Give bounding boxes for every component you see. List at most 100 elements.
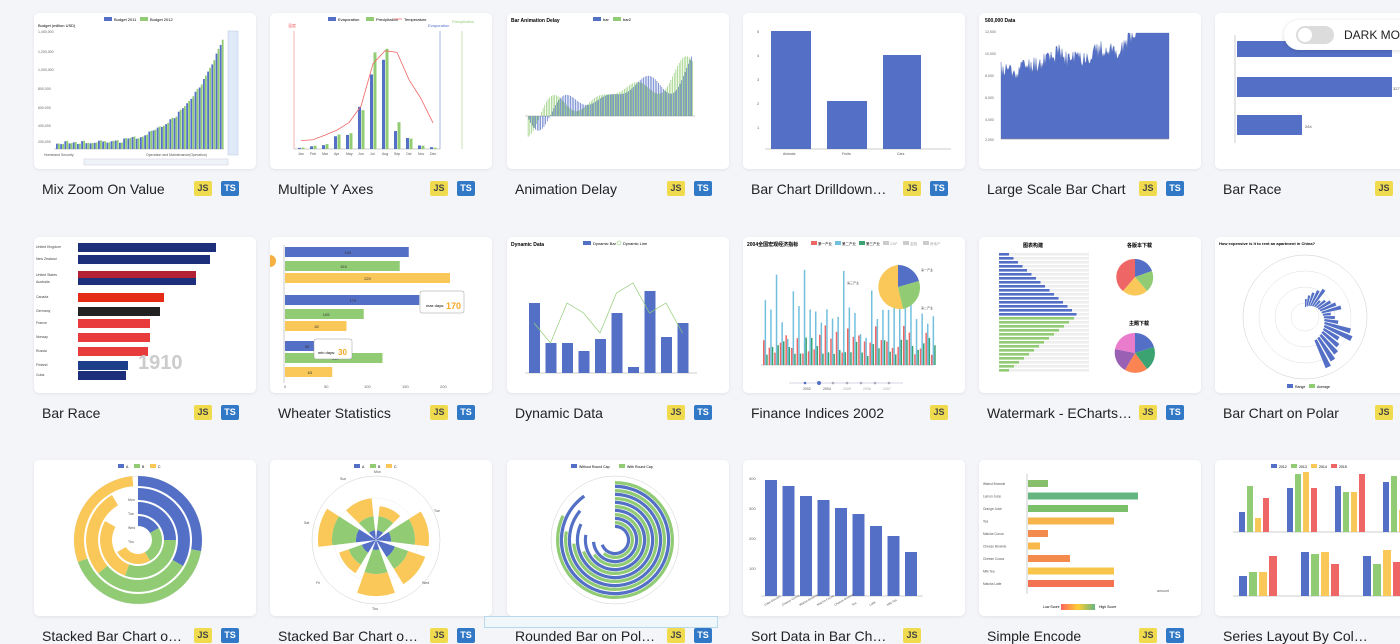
- chart-thumbnail[interactable]: 2004全国宏观经济指标 第一产业 第二产业 第三产业 GDP 金融 房地产 第…: [743, 237, 965, 393]
- chart-mark: [85, 143, 87, 149]
- chart-mark: [199, 87, 201, 149]
- ts-badge[interactable]: TS: [457, 181, 475, 196]
- chart-thumbnail[interactable]: Budget 2011 Budget 2012 Budget (million …: [34, 13, 256, 169]
- js-badge[interactable]: JS: [1139, 181, 1157, 196]
- bar-cars[interactable]: [883, 55, 921, 149]
- chart-mark: [560, 98, 561, 116]
- ts-badge[interactable]: TS: [1166, 405, 1184, 420]
- dark-mode-toggle[interactable]: DARK MOD: [1284, 20, 1400, 50]
- example-title[interactable]: Dynamic Data: [515, 405, 665, 421]
- chart-thumbnail[interactable]: 165153220179105825513063 max days: 170 m…: [270, 237, 492, 393]
- x-zoom-slider[interactable]: [84, 159, 228, 165]
- chart-mark: 55: [305, 344, 310, 349]
- chart-thumbnail[interactable]: 2012 2013 2014 2015: [1215, 460, 1400, 616]
- example-title[interactable]: Stacked Bar Chart o…: [42, 628, 192, 644]
- svg-text:50: 50: [324, 384, 329, 389]
- example-title[interactable]: Series Layout By Col…: [1223, 628, 1373, 644]
- js-badge[interactable]: JS: [667, 628, 685, 643]
- js-badge[interactable]: JS: [430, 181, 448, 196]
- chart-thumbnail[interactable]: Evaporation Precipitation Temperature 温度…: [270, 13, 492, 169]
- chart-thumbnail[interactable]: A B C Mon Tue Wed Thu Fri Sat Sun: [270, 460, 492, 616]
- chart-mark: [1311, 554, 1319, 596]
- js-badge[interactable]: JS: [1375, 405, 1393, 420]
- chart-mark: [591, 101, 592, 116]
- js-badge[interactable]: JS: [194, 181, 212, 196]
- svg-text:各版本下载: 各版本下载: [1126, 242, 1152, 249]
- chart-mark: [659, 94, 660, 116]
- ts-badge[interactable]: TS: [221, 181, 239, 196]
- js-badge[interactable]: JS: [430, 405, 448, 420]
- js-badge[interactable]: JS: [1375, 181, 1393, 196]
- chart-mark: [808, 351, 810, 365]
- chart-thumbnail[interactable]: How expensive is it to rent an apartment…: [1215, 237, 1400, 393]
- example-title[interactable]: Wheater Statistics: [278, 405, 428, 421]
- example-title[interactable]: Rounded Bar on Pol…: [515, 628, 665, 644]
- example-title[interactable]: Bar Chart on Polar: [1223, 405, 1373, 421]
- js-badge[interactable]: JS: [930, 405, 948, 420]
- chart-mark: [999, 253, 1009, 256]
- chart-thumbnail[interactable]: Bar Animation Delay bar bar2: [507, 13, 729, 169]
- js-badge[interactable]: JS: [430, 628, 448, 643]
- ts-badge[interactable]: TS: [457, 405, 475, 420]
- ts-badge[interactable]: TS: [1166, 628, 1184, 643]
- js-badge[interactable]: JS: [194, 405, 212, 420]
- chart-mark: [629, 85, 630, 116]
- ts-badge[interactable]: TS: [457, 628, 475, 643]
- chart-mark: [186, 103, 188, 149]
- ts-badge[interactable]: TS: [694, 181, 712, 196]
- js-badge[interactable]: JS: [667, 405, 685, 420]
- example-title[interactable]: Bar Race: [1223, 181, 1373, 197]
- chart-mark: [682, 58, 683, 116]
- js-badge[interactable]: JS: [194, 628, 212, 643]
- chart-thumbnail[interactable]: Without Round Cap With Round Cap: [507, 460, 729, 616]
- chart-thumbnail[interactable]: 5 4 3 2 1 Animals Fruits Cars: [743, 13, 965, 169]
- chart-mark: May: [346, 152, 353, 156]
- chart-mark: [165, 124, 167, 149]
- bar-fruits[interactable]: [827, 101, 867, 149]
- chart-mark: [817, 346, 819, 365]
- ts-badge[interactable]: TS: [1166, 181, 1184, 196]
- ts-badge[interactable]: TS: [221, 628, 239, 643]
- y-zoom-slider[interactable]: [228, 31, 238, 155]
- example-title[interactable]: Sort Data in Bar Ch…: [751, 628, 901, 644]
- chart-mark: [683, 76, 684, 116]
- chart-mark: [178, 112, 180, 149]
- chart-thumbnail[interactable]: 图表构建 各版本下载 主题下载: [979, 237, 1201, 393]
- js-badge[interactable]: JS: [667, 181, 685, 196]
- js-badge[interactable]: JS: [1139, 405, 1157, 420]
- example-title[interactable]: Stacked Bar Chart o…: [278, 628, 428, 644]
- example-title[interactable]: Simple Encode: [987, 628, 1137, 644]
- example-title[interactable]: Animation Delay: [515, 181, 665, 197]
- chart-mark: [552, 112, 553, 116]
- chart-mark: [78, 361, 128, 370]
- visual-map[interactable]: [1061, 604, 1095, 610]
- example-title[interactable]: Mix Zoom On Value: [42, 181, 192, 197]
- chart-mark: [999, 289, 1050, 292]
- example-title[interactable]: Multiple Y Axes: [278, 181, 428, 197]
- example-title[interactable]: Finance Indices 2002: [751, 405, 901, 421]
- chart-thumbnail[interactable]: 500,000 Data 12,000 10,000 8,000 6,000 4…: [979, 13, 1201, 169]
- chart-mark: [849, 307, 851, 365]
- js-badge[interactable]: JS: [903, 181, 921, 196]
- example-title[interactable]: Bar Chart Drilldown…: [751, 181, 901, 197]
- example-title[interactable]: Bar Race: [42, 405, 192, 421]
- js-badge[interactable]: JS: [1139, 628, 1157, 643]
- chart-mark: [860, 334, 862, 365]
- example-title[interactable]: Large Scale Bar Chart: [987, 181, 1137, 197]
- chart-thumbnail[interactable]: A B C Mon Tue Wed Thu: [34, 460, 256, 616]
- chart-thumbnail[interactable]: Dynamic Data Dynamic Bar Dynamic Line: [507, 237, 729, 393]
- example-title[interactable]: Watermark - ECharts…: [987, 405, 1137, 421]
- chart-mark: [612, 94, 613, 116]
- ts-badge[interactable]: TS: [694, 628, 712, 643]
- ts-badge[interactable]: TS: [930, 181, 948, 196]
- chart-mark: [382, 60, 385, 149]
- toggle-switch[interactable]: [1296, 26, 1334, 44]
- bar-animals[interactable]: [771, 31, 811, 149]
- chart-mark: Jul: [370, 152, 375, 156]
- ts-badge[interactable]: TS: [221, 405, 239, 420]
- ts-badge[interactable]: TS: [694, 405, 712, 420]
- js-badge[interactable]: JS: [903, 628, 921, 643]
